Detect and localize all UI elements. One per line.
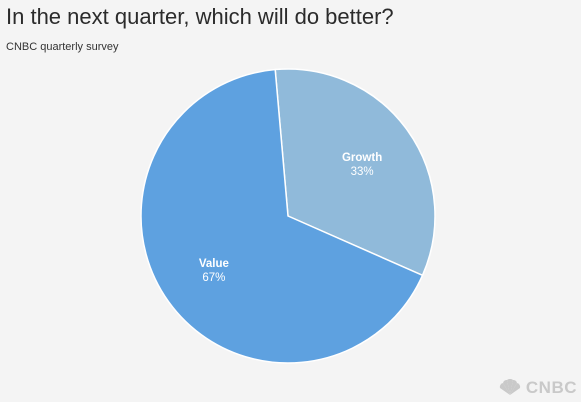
chart-subtitle: CNBC quarterly survey (6, 41, 119, 53)
pie-slice-value (140, 68, 424, 364)
peacock-icon (499, 379, 521, 395)
pie-slice-growth (274, 68, 436, 277)
cnbc-logo: CNBC (497, 378, 577, 398)
slice-label-growth: Growth (342, 152, 382, 164)
chart-title: In the next quarter, which will do bette… (6, 4, 394, 29)
slice-label-value: Value (199, 258, 229, 270)
slice-value-value: 67% (202, 272, 225, 284)
slice-value-growth: 33% (351, 166, 374, 178)
logo-text: CNBC (525, 378, 577, 397)
